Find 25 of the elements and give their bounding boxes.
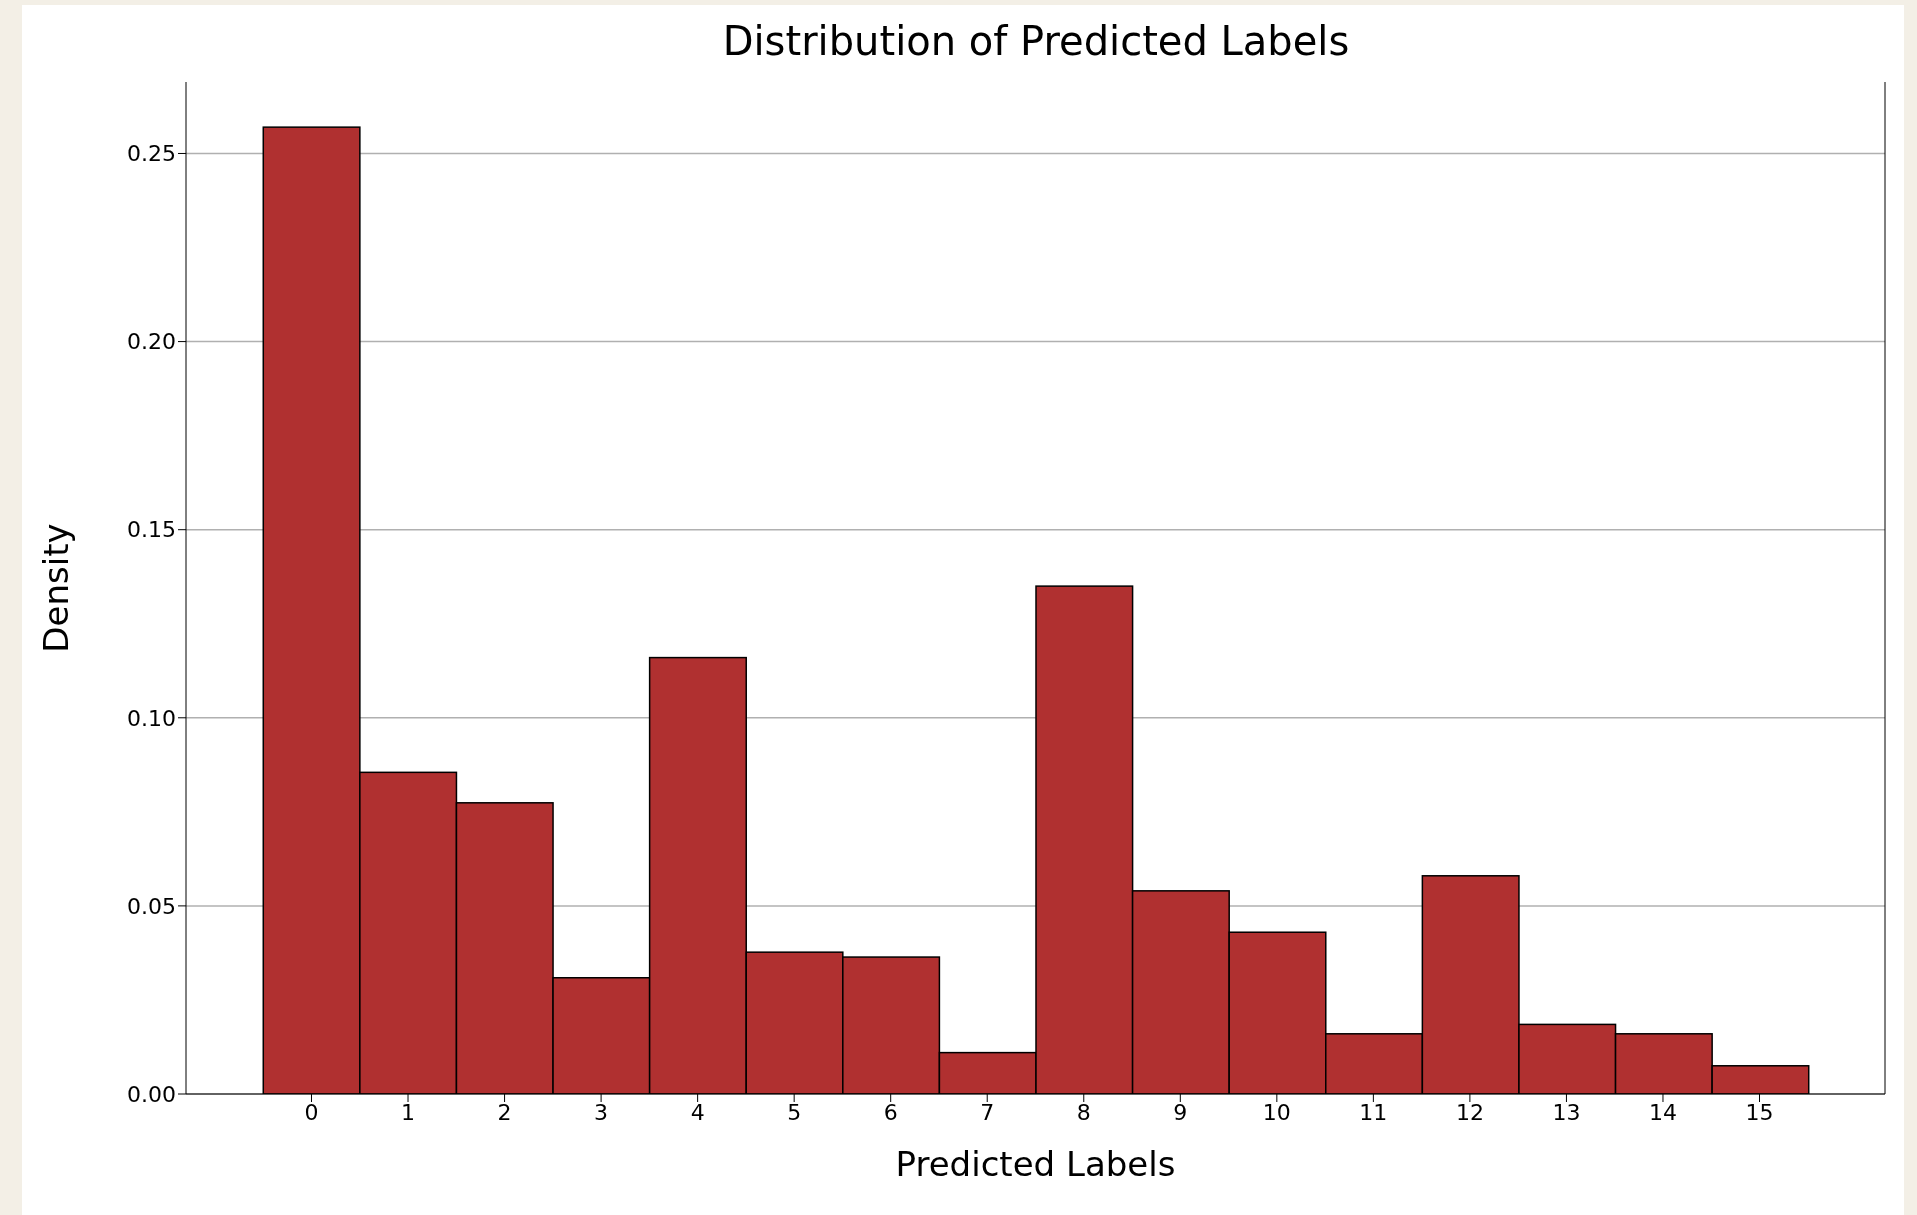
x-tick-label: 0 [304, 1099, 319, 1125]
x-tick-label: 11 [1359, 1099, 1388, 1125]
y-tick-label: 0.00 [127, 1081, 176, 1107]
x-tick-label: 12 [1455, 1099, 1484, 1125]
x-tick-label: 10 [1262, 1099, 1291, 1125]
y-tick-label: 0.05 [127, 893, 176, 919]
y-tick-label: 0.10 [127, 705, 176, 731]
x-axis-title: Predicted Labels [895, 1144, 1176, 1184]
x-tick-label: 1 [401, 1099, 416, 1125]
y-axis-title: Density [36, 523, 77, 653]
chart-title: Distribution of Predicted Labels [721, 18, 1351, 64]
x-tick-label: 2 [497, 1099, 512, 1125]
x-tick-label: 6 [883, 1099, 898, 1125]
x-tick-label: 4 [690, 1099, 705, 1125]
y-tick-label: 0.15 [127, 517, 176, 543]
x-tick-label: 14 [1648, 1099, 1677, 1125]
y-tick-label: 0.20 [127, 329, 176, 355]
x-tick-label: 8 [1076, 1099, 1091, 1125]
x-tick-label: 7 [980, 1099, 995, 1125]
y-tick-label: 0.25 [127, 141, 176, 167]
x-tick-label: 13 [1552, 1099, 1581, 1125]
x-tick-label: 3 [594, 1099, 609, 1125]
x-tick-label: 5 [787, 1099, 802, 1125]
x-tick-label: 15 [1745, 1099, 1774, 1125]
x-tick-label: 9 [1173, 1099, 1188, 1125]
